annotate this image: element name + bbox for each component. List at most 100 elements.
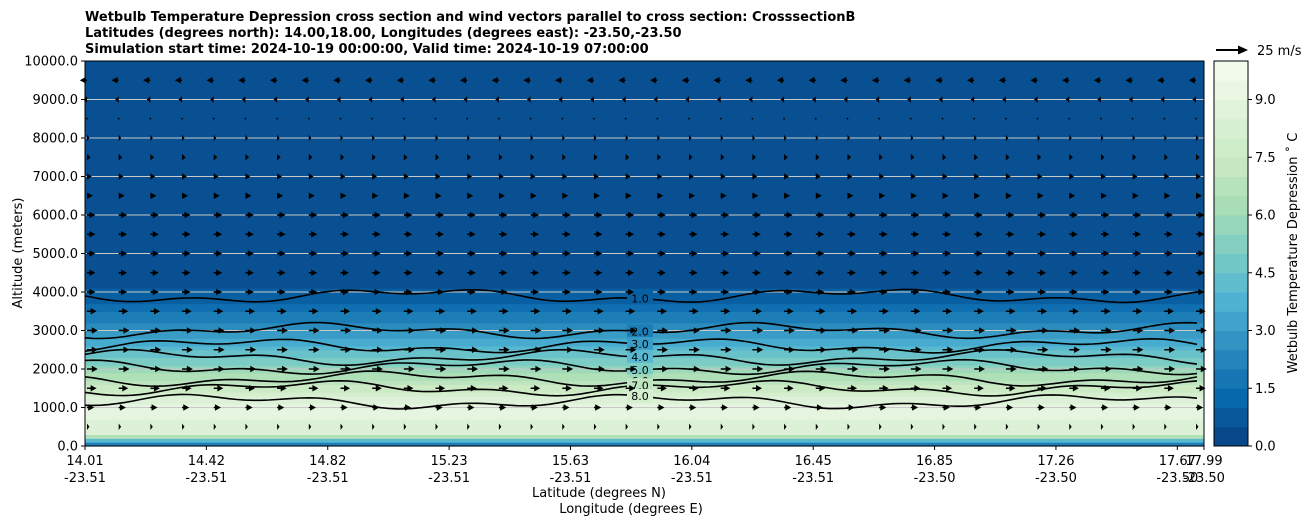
x-tick-label-longitude: -23.51: [792, 471, 834, 486]
x-tick-label-longitude: -23.51: [307, 471, 349, 486]
wind-vector: [340, 118, 342, 120]
y-tick-label: 7000.0: [33, 170, 79, 185]
filled-band: [85, 88, 1204, 92]
colorbar-tick-label: 9.0: [1255, 93, 1276, 108]
contour-label: 4.0: [631, 351, 649, 364]
x-tick-label-latitude: 14.42: [188, 454, 225, 469]
quiver-key-arrow-head: [1238, 46, 1248, 55]
wind-vector: [1163, 118, 1165, 120]
wind-vector: [910, 118, 912, 120]
x-tick-label-longitude: -23.51: [64, 471, 106, 486]
x-tick-label-longitude: -23.51: [671, 471, 713, 486]
filled-band: [85, 138, 1204, 142]
figure: Wetbulb Temperature Depression cross sec…: [0, 0, 1312, 526]
filled-band: [85, 107, 1204, 111]
y-tick-label: 10000.0: [24, 55, 78, 70]
filled-band: [85, 254, 1204, 258]
contour-label: 1.0: [631, 292, 649, 305]
colorbar-tick-label: 3.0: [1255, 324, 1276, 339]
plot-area: 1.02.03.04.05.06.07.08.0: [80, 61, 1207, 447]
filled-band: [85, 319, 1204, 323]
filled-band: [85, 92, 1204, 96]
wind-vector: [1068, 118, 1070, 120]
wind-vector: [625, 118, 627, 120]
filled-band: [85, 219, 1204, 223]
wind-vector: [942, 118, 944, 120]
filled-band: [85, 126, 1204, 130]
wind-vector: [1132, 118, 1134, 120]
filled-band: [85, 65, 1204, 69]
filled-band: [85, 261, 1204, 265]
colorbar-level: [1214, 177, 1248, 197]
contour-label: 8.0: [631, 390, 649, 403]
wind-vector: [878, 118, 880, 120]
chart-title-line-2: Latitudes (degrees north): 14.00,18.00, …: [85, 26, 682, 41]
filled-band: [85, 277, 1204, 281]
filled-band: [85, 146, 1204, 150]
filled-band: [85, 246, 1204, 250]
filled-band: [85, 280, 1204, 284]
x-tick-label-longitude: -23.51: [185, 471, 227, 486]
filled-band: [85, 284, 1204, 288]
filled-band: [85, 119, 1204, 123]
filled-band: [85, 431, 1204, 435]
wind-vector: [403, 118, 405, 120]
quiver-key: 25 m/s: [1216, 44, 1302, 59]
filled-band: [85, 115, 1204, 119]
filled-band: [85, 315, 1204, 319]
wind-vector: [245, 118, 247, 120]
y-tick-label: 8000.0: [33, 132, 79, 147]
filled-band: [85, 234, 1204, 238]
y-tick-label: 3000.0: [33, 324, 79, 339]
wind-vector: [466, 118, 468, 120]
filled-band: [85, 273, 1204, 277]
colorbar-tick-label: 6.0: [1255, 209, 1276, 224]
colorbar-tick-label: 7.5: [1255, 151, 1276, 166]
x-axis-label-latitude: Latitude (degrees N): [532, 486, 666, 501]
wind-vector: [815, 118, 817, 120]
chart-title-line-3: Simulation start time: 2024-10-19 00:00:…: [85, 42, 649, 57]
wind-vector: [149, 118, 151, 120]
wind-vector: [720, 118, 722, 120]
filled-band: [85, 238, 1204, 242]
filled-band: [85, 242, 1204, 246]
filled-band: [85, 423, 1204, 427]
y-tick-label: 2000.0: [33, 363, 79, 378]
colorbar-level: [1214, 388, 1248, 408]
colorbar-level: [1214, 408, 1248, 428]
colorbar-level: [1214, 138, 1248, 158]
filled-band: [85, 411, 1204, 415]
x-tick-label-latitude: 16.45: [795, 454, 832, 469]
filled-band: [85, 73, 1204, 77]
colorbar-level: [1214, 119, 1248, 139]
colorbar-ticks: 0.0 1.5 3.0 4.5 6.0 7.5 9.0: [1248, 93, 1276, 455]
wind-vector: [688, 118, 690, 120]
filled-band: [85, 257, 1204, 261]
wind-vector: [1195, 118, 1197, 120]
filled-band: [85, 142, 1204, 146]
colorbar-level: [1214, 157, 1248, 177]
wind-vector: [847, 118, 849, 120]
wind-vector: [1100, 118, 1102, 120]
y-tick-label: 4000.0: [33, 286, 79, 301]
filled-band: [85, 157, 1204, 161]
x-tick-label-latitude: 17.26: [1037, 454, 1074, 469]
x-tick-label-latitude: 14.01: [66, 454, 103, 469]
filled-band: [85, 215, 1204, 219]
colorbar-tick-label: 0.0: [1255, 440, 1276, 455]
filled-band: [85, 84, 1204, 88]
filled-band: [85, 180, 1204, 184]
colorbar-tick-label: 1.5: [1255, 382, 1276, 397]
wind-vector: [1037, 118, 1039, 120]
filled-band: [85, 188, 1204, 192]
filled-band: [85, 150, 1204, 154]
colorbar-level: [1214, 311, 1248, 331]
filled-band: [85, 200, 1204, 204]
wind-vector: [973, 118, 975, 120]
filled-band: [85, 153, 1204, 157]
filled-band: [85, 408, 1204, 412]
colorbar-level: [1214, 350, 1248, 370]
colorbar: [1214, 61, 1248, 447]
colorbar-level: [1214, 80, 1248, 100]
filled-band: [85, 192, 1204, 196]
